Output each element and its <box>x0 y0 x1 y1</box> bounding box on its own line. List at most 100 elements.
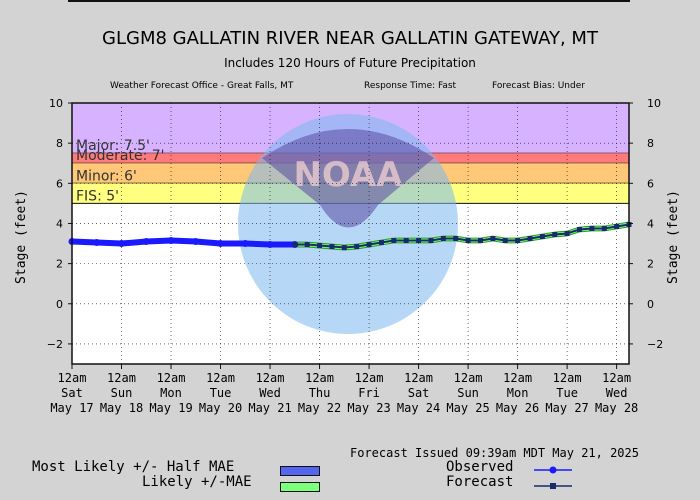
forecast-point <box>453 236 459 242</box>
y-tick-label-right: 0 <box>647 298 654 311</box>
x-tick-label: May 24 <box>397 401 440 415</box>
forecast-point <box>354 244 360 250</box>
x-tick-label: 12am <box>553 371 582 385</box>
x-tick-label: 12am <box>404 371 433 385</box>
x-tick-label: Fri <box>358 386 380 400</box>
x-tick-label: May 25 <box>446 401 489 415</box>
forecast-point <box>515 238 521 244</box>
observed-line <box>69 237 298 248</box>
y-tick-label-right: −2 <box>647 338 663 351</box>
flood-label-3: FIS: 5' <box>76 188 119 204</box>
legend-forecast-marker <box>534 483 572 489</box>
y-axis-title-right: Stage (feet) <box>666 190 681 284</box>
observed-point <box>217 240 225 248</box>
x-tick-label: May 23 <box>347 401 390 415</box>
x-tick-label: May 21 <box>248 401 291 415</box>
x-tick-label: 12am <box>157 371 186 385</box>
forecast-point <box>539 234 545 240</box>
x-tick-label: May 28 <box>595 401 638 415</box>
forecast-point <box>502 238 508 244</box>
y-tick-label-left: −2 <box>47 338 63 351</box>
noaa-logo-bird <box>262 129 434 228</box>
x-tick-label: 12am <box>305 371 334 385</box>
x-tick-label: May 20 <box>199 401 242 415</box>
forecast-point <box>391 238 397 244</box>
forecast-bias: Forecast Bias: Under <box>492 81 585 91</box>
observed-point <box>266 241 274 249</box>
top-border <box>68 0 630 2</box>
forecast-point <box>552 232 558 238</box>
forecast-point <box>416 238 422 244</box>
flood-label-2: Minor: 6' <box>76 168 137 184</box>
forecast-line <box>294 223 630 249</box>
forecast-point <box>341 245 347 251</box>
y-tick-label-left: 10 <box>49 97 63 110</box>
forecast-point <box>378 240 384 246</box>
x-tick-label: May 22 <box>298 401 341 415</box>
x-tick-label: Tue <box>210 386 232 400</box>
forecast-point <box>490 236 496 242</box>
legend-mae-label: Likely +/-MAE <box>142 474 252 490</box>
x-tick-label: May 17 <box>50 401 93 415</box>
legend-half-mae-swatch <box>280 466 320 476</box>
forecast-point <box>317 243 323 249</box>
legend-mae-swatch <box>280 482 320 492</box>
x-tick-label: 12am <box>107 371 136 385</box>
x-tick-label: 12am <box>256 371 285 385</box>
y-tick-label-right: 10 <box>647 97 661 110</box>
forecast-point <box>428 238 434 244</box>
forecast-point <box>589 225 595 231</box>
y-tick-label-left: 0 <box>56 298 63 311</box>
y-tick-label-left: 2 <box>56 258 63 271</box>
y-tick-label-right: 6 <box>647 177 654 190</box>
forecast-point <box>329 244 335 250</box>
y-axis-title-left: Stage (feet) <box>14 190 29 284</box>
flood-label-1: Moderate: 7' <box>76 148 165 164</box>
x-tick-label: May 19 <box>149 401 192 415</box>
x-tick-label: May 27 <box>545 401 588 415</box>
x-tick-label: Tue <box>556 386 578 400</box>
forecast-point <box>292 242 298 248</box>
forecast-issued: Forecast Issued 09:39am MDT May 21, 2025 <box>350 446 639 460</box>
legend-forecast-label: Forecast <box>446 474 514 490</box>
forecast-point <box>403 238 409 244</box>
x-tick-label: Sat <box>61 386 83 400</box>
chart-subtitle: Includes 120 Hours of Future Precipitati… <box>224 56 476 70</box>
observed-point <box>118 240 126 248</box>
x-tick-label: 12am <box>503 371 532 385</box>
y-tick-label-left: 8 <box>56 137 63 150</box>
x-tick-label: May 26 <box>496 401 539 415</box>
forecast-point <box>527 236 533 242</box>
x-tick-label: Sun <box>111 386 133 400</box>
forecast-point <box>440 236 446 242</box>
y-tick-label-right: 4 <box>647 217 654 230</box>
x-tick-label: Thu <box>309 386 331 400</box>
y-tick-label-left: 4 <box>56 217 63 230</box>
y-tick-label-right: 8 <box>647 137 654 150</box>
forecast-office: Weather Forecast Office - Great Falls, M… <box>110 81 294 91</box>
observed-point <box>192 238 200 246</box>
x-tick-label: Mon <box>507 386 529 400</box>
plot-frame <box>71 102 630 365</box>
x-tick-label: Wed <box>259 386 281 400</box>
forecast-point <box>465 238 471 244</box>
legend-observed-marker <box>534 466 572 474</box>
x-tick-label: Wed <box>606 386 628 400</box>
x-tick-label: 12am <box>58 371 87 385</box>
y-tick-label-left: 6 <box>56 177 63 190</box>
forecast-point <box>614 223 620 229</box>
x-tick-label: May 18 <box>100 401 143 415</box>
forecast-point <box>601 225 607 231</box>
x-tick-label: Sat <box>408 386 430 400</box>
response-time: Response Time: Fast <box>364 81 457 91</box>
x-tick-label: 12am <box>355 371 384 385</box>
observed-point <box>93 239 101 247</box>
observed-point <box>142 238 150 246</box>
observed-point <box>241 240 249 248</box>
noaa-logo-text: NOAA <box>293 155 403 195</box>
flood-label-0: Major: 7.5' <box>76 138 150 154</box>
forecast-point <box>576 226 582 232</box>
forecast-point <box>366 242 372 248</box>
legend-observed-label: Observed <box>446 459 514 475</box>
